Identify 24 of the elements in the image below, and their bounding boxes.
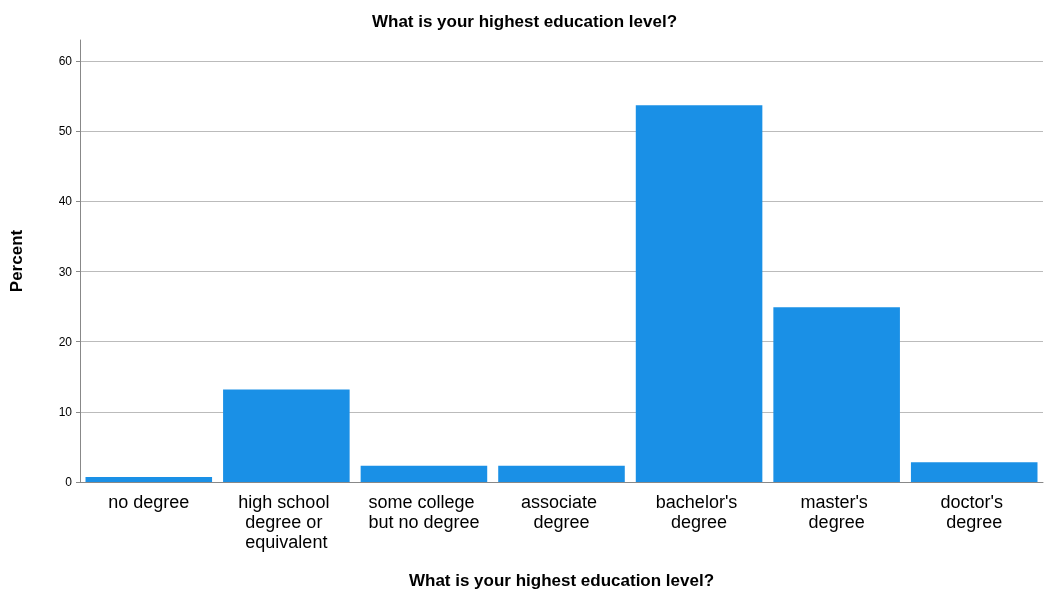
bar	[910, 462, 1038, 482]
x-tick-label: master's degree	[800, 492, 873, 532]
chart-title: What is your highest education level?	[371, 12, 678, 31]
x-tick-label: doctor's degree	[940, 492, 1008, 532]
bar	[85, 477, 213, 482]
y-tick-label: 0	[65, 475, 73, 489]
bar	[773, 307, 900, 482]
x-axis-title: What is your highest education level?	[408, 571, 715, 590]
y-tick-label: 50	[58, 124, 73, 139]
y-axis-title: Percent	[7, 229, 26, 293]
bar	[635, 105, 763, 482]
x-tick-label: bachelor's degree	[655, 492, 743, 532]
y-tick-label: 60	[58, 54, 73, 69]
y-tick-label: 20	[58, 334, 73, 349]
y-tick-label: 10	[58, 404, 73, 419]
bar	[223, 389, 350, 482]
x-tick-label: some college but no degree	[368, 492, 480, 532]
bar	[498, 465, 625, 482]
x-tick-label: high school degree or equivalent	[238, 492, 335, 552]
y-tick-label: 30	[58, 264, 73, 279]
x-tick-label: associate degree	[520, 492, 603, 532]
x-tick-label: no degree	[108, 492, 190, 512]
bar	[360, 465, 488, 482]
y-tick-label: 40	[58, 194, 73, 209]
